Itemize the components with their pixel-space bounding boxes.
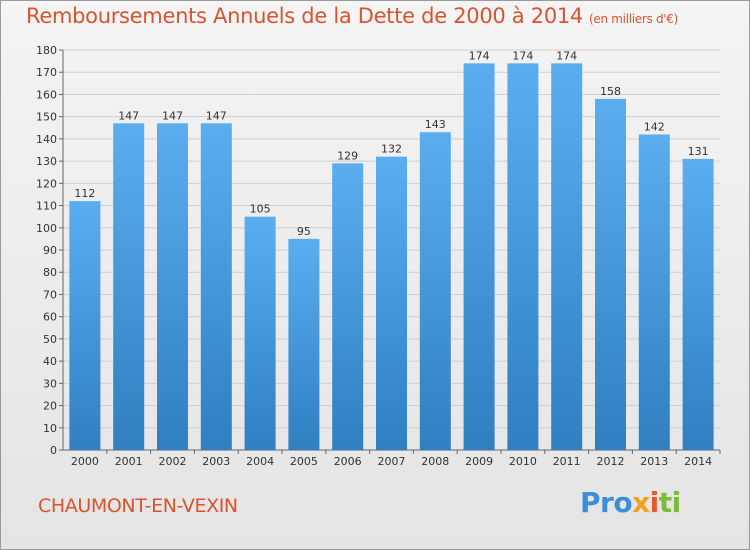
bar-2003 bbox=[200, 123, 232, 450]
value-label-2006: 129 bbox=[337, 149, 358, 162]
y-tick-label: 140 bbox=[36, 133, 57, 146]
chart-title: Remboursements Annuels de la Dette de 20… bbox=[26, 4, 678, 28]
x-tick-label-2008: 2008 bbox=[421, 455, 449, 468]
bar-2004 bbox=[244, 216, 276, 450]
x-tick-label-2001: 2001 bbox=[115, 455, 143, 468]
bar-2006 bbox=[332, 163, 364, 451]
x-tick-label-2000: 2000 bbox=[71, 455, 99, 468]
y-tick-label: 170 bbox=[36, 66, 57, 79]
value-label-2008: 143 bbox=[425, 118, 446, 131]
y-tick-label: 110 bbox=[36, 200, 57, 213]
y-tick-label: 150 bbox=[36, 111, 57, 124]
bar-2013 bbox=[638, 134, 670, 450]
bar-2007 bbox=[376, 156, 407, 450]
x-tick-label-2006: 2006 bbox=[334, 455, 362, 468]
y-tick-label: 60 bbox=[43, 311, 57, 324]
value-label-2003: 147 bbox=[206, 109, 227, 122]
value-label-2005: 95 bbox=[297, 225, 311, 238]
x-tick-label-2004: 2004 bbox=[246, 455, 274, 468]
x-tick-label-2013: 2013 bbox=[640, 455, 668, 468]
value-labels: 112 147 147 147 105 95 129 132 143 174 174 174 158 14… bbox=[74, 49, 708, 238]
value-label-2010: 174 bbox=[512, 49, 533, 62]
x-tick-label-2014: 2014 bbox=[684, 455, 712, 468]
bar-2000 bbox=[69, 201, 101, 450]
y-tick-label: 0 bbox=[50, 444, 57, 457]
bar-2002 bbox=[157, 123, 188, 450]
value-label-2007: 132 bbox=[381, 143, 402, 156]
bar-2005 bbox=[288, 238, 320, 450]
value-label-2000: 112 bbox=[74, 187, 95, 200]
value-label-2001: 147 bbox=[118, 109, 139, 122]
value-label-2002: 147 bbox=[162, 109, 183, 122]
value-label-2009: 174 bbox=[469, 49, 490, 62]
bar-2008 bbox=[419, 132, 451, 450]
bar-2012 bbox=[595, 98, 626, 450]
x-tick-label-2011: 2011 bbox=[553, 455, 581, 468]
x-tick-label-2003: 2003 bbox=[202, 455, 230, 468]
y-tick-label: 100 bbox=[36, 222, 57, 235]
value-label-2011: 174 bbox=[556, 49, 577, 62]
bar-2010 bbox=[507, 63, 539, 450]
x-tick-label-2005: 2005 bbox=[290, 455, 318, 468]
bar-2011 bbox=[551, 63, 583, 450]
value-label-2004: 105 bbox=[250, 203, 271, 216]
y-tick-label: 40 bbox=[43, 355, 57, 368]
y-tick-label: 160 bbox=[36, 88, 57, 101]
value-label-2014: 131 bbox=[688, 145, 709, 158]
y-tick-label: 70 bbox=[43, 288, 57, 301]
y-tick-label: 20 bbox=[43, 400, 57, 413]
y-tick-label: 90 bbox=[43, 244, 57, 257]
y-tick-label: 130 bbox=[36, 155, 57, 168]
x-tick-label-2010: 2010 bbox=[509, 455, 537, 468]
bar-2014 bbox=[682, 158, 714, 450]
commune-name: CHAUMONT-EN-VEXIN bbox=[38, 495, 238, 517]
bar-2001 bbox=[113, 123, 145, 450]
x-tick-labels: 2000 2001 2002 2003 2004 2005 2006 2007 2008 2009… bbox=[71, 450, 721, 468]
chart-title-text: Remboursements Annuels de la Dette de 20… bbox=[26, 4, 583, 28]
proxiti-logo: Proxiti bbox=[580, 486, 681, 519]
x-tick-label-2002: 2002 bbox=[159, 455, 187, 468]
chart-unit: (en milliers d'€) bbox=[589, 12, 679, 26]
value-label-2012: 158 bbox=[600, 85, 621, 98]
y-tick-label: 10 bbox=[43, 422, 57, 435]
y-tick-label: 30 bbox=[43, 377, 57, 390]
y-tick-label: 80 bbox=[43, 266, 57, 279]
y-tick-label: 50 bbox=[43, 333, 57, 346]
x-tick-label-2012: 2012 bbox=[597, 455, 625, 468]
bars bbox=[69, 63, 714, 451]
y-tick-label: 120 bbox=[36, 177, 57, 190]
y-tick-label: 180 bbox=[36, 44, 57, 57]
y-tick-labels: 0 10 20 30 40 50 60 70 80 90 100 110 120 130 140 150 160… bbox=[36, 44, 57, 457]
x-tick-label-2009: 2009 bbox=[465, 455, 493, 468]
x-tick-label-2007: 2007 bbox=[378, 455, 406, 468]
value-label-2013: 142 bbox=[644, 120, 665, 133]
bar-2009 bbox=[463, 63, 495, 450]
